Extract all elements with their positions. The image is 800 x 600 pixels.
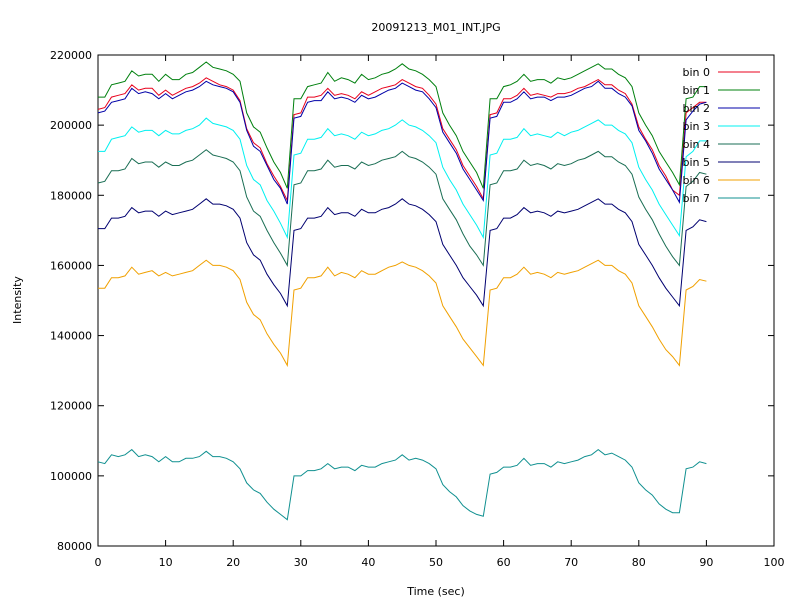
y-axis: 80000 100000 120000 140000 160000 180000 20000… xyxy=(50,49,774,553)
series-line xyxy=(97,80,707,205)
x-tick-label: 0 xyxy=(95,556,102,569)
y-tick-label: 140000 xyxy=(50,330,92,343)
x-axis-label: Time (sec) xyxy=(406,585,465,598)
x-tick-label: 100 xyxy=(764,556,785,569)
y-tick-label: 100000 xyxy=(50,470,92,483)
series-line xyxy=(98,117,707,240)
series-line xyxy=(98,198,707,308)
series-lines xyxy=(97,61,707,521)
legend-label: bin 5 xyxy=(682,156,710,169)
y-tick-label: 200000 xyxy=(50,119,92,132)
x-axis: 0 10 20 30 40 50 60 70 80 90 100 xyxy=(95,55,785,569)
legend-label: bin 3 xyxy=(682,120,710,133)
legend-label: bin 0 xyxy=(682,66,710,79)
plot-frame xyxy=(97,54,775,547)
y-tick-label: 220000 xyxy=(50,49,92,62)
series-line xyxy=(97,448,707,521)
legend-label: bin 6 xyxy=(682,174,710,187)
x-tick-label: 70 xyxy=(564,556,578,569)
series-line xyxy=(97,77,707,203)
x-tick-label: 50 xyxy=(429,556,443,569)
legend-label: bin 7 xyxy=(682,192,710,205)
series-line xyxy=(98,259,707,368)
chart-title: 20091213_M01_INT.JPG xyxy=(371,21,500,34)
y-axis-label: Intensity xyxy=(11,276,24,324)
legend-label: bin 1 xyxy=(682,84,710,97)
series-line xyxy=(97,149,707,268)
legend: bin 0 bin 1 bin 2 bin 3 bin 4 bin 5 bin 6 bin 7 xyxy=(682,66,760,205)
x-tick-label: 20 xyxy=(226,556,240,569)
x-tick-label: 60 xyxy=(497,556,511,569)
legend-label: bin 2 xyxy=(682,102,710,115)
y-tick-label: 180000 xyxy=(50,189,92,202)
x-tick-label: 90 xyxy=(699,556,713,569)
legend-label: bin 4 xyxy=(682,138,710,151)
series-line xyxy=(98,61,707,189)
x-tick-label: 30 xyxy=(294,556,308,569)
x-tick-label: 80 xyxy=(632,556,646,569)
x-tick-label: 40 xyxy=(361,556,375,569)
y-tick-label: 120000 xyxy=(50,400,92,413)
x-tick-label: 10 xyxy=(159,556,173,569)
y-tick-label: 80000 xyxy=(57,540,92,553)
y-tick-label: 160000 xyxy=(50,259,92,272)
